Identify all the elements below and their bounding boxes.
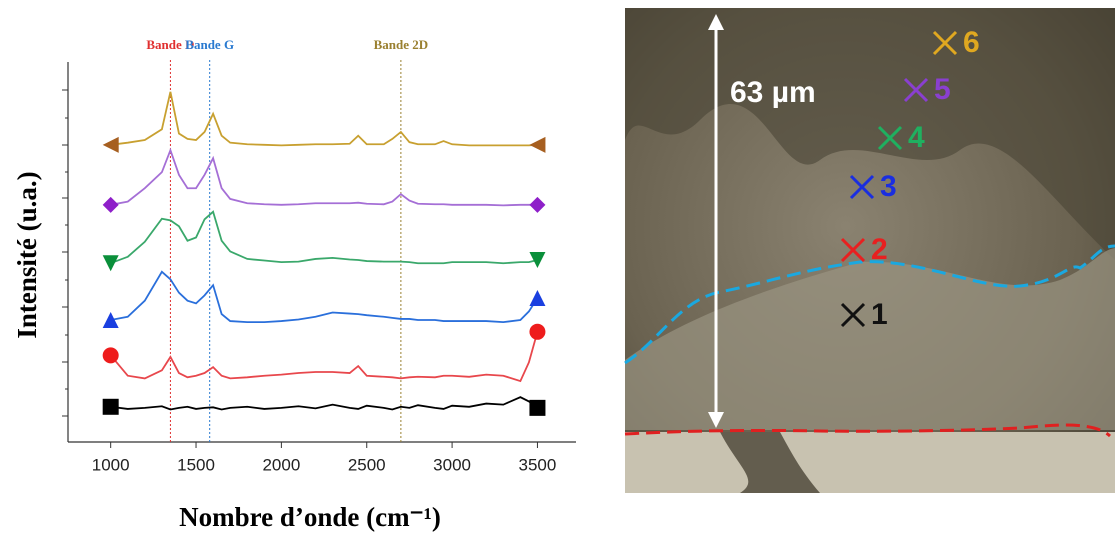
point-cross — [903, 77, 929, 103]
point-label: 5 — [934, 73, 951, 106]
point-cross — [877, 125, 903, 151]
marker — [102, 312, 119, 328]
marker — [529, 399, 546, 416]
spectrum-line — [110, 147, 538, 207]
marker — [529, 290, 546, 307]
spectrum-line — [110, 210, 538, 265]
x-tick-label: 3500 — [519, 455, 557, 474]
marker — [102, 196, 119, 213]
point-cross — [840, 302, 866, 328]
marker — [102, 398, 119, 415]
spectrum-line — [110, 270, 539, 324]
marker — [102, 136, 119, 153]
x-tick-label: 2500 — [348, 455, 386, 474]
point-label: 2 — [871, 233, 888, 266]
spectrum-line — [109, 331, 539, 383]
y-axis-label: Intensité (u.a.) — [12, 171, 42, 338]
spectrum-line — [110, 396, 538, 411]
marker — [529, 323, 546, 340]
x-tick-label: 1500 — [177, 455, 215, 474]
marker — [102, 255, 119, 272]
marker — [529, 136, 546, 153]
point-cross — [932, 30, 958, 56]
x-tick-label: 1000 — [92, 455, 130, 474]
micrograph: 63 µm — [624, 8, 1115, 493]
point-label: 4 — [908, 121, 925, 154]
marker — [102, 347, 119, 364]
x-tick-label: 2000 — [262, 455, 300, 474]
point-cross — [849, 174, 875, 200]
point-label: 1 — [871, 298, 888, 331]
spectrum-line — [110, 91, 538, 147]
point-label: 6 — [963, 26, 980, 59]
marker — [529, 196, 546, 213]
x-axis-label: Nombre d’onde (cm⁻¹) — [179, 502, 441, 532]
point-label: 3 — [880, 170, 897, 203]
point-cross — [840, 237, 866, 263]
band-label: Bande 2D — [374, 37, 429, 52]
x-tick-label: 3000 — [433, 455, 471, 474]
band-label: Bande G — [185, 37, 234, 52]
marker — [529, 252, 546, 268]
band-label: Bande D — [146, 37, 194, 52]
scale-label: 63 µm — [730, 76, 816, 109]
